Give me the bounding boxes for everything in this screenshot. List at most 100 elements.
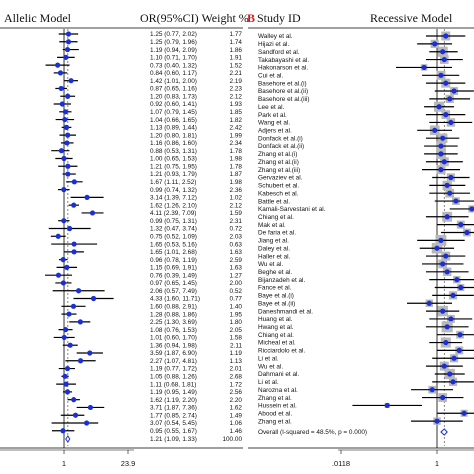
panel-b-study-label: Gervaziev et al.	[258, 175, 303, 182]
panel-a-weight-label: 2.01	[230, 366, 243, 373]
panel-a-point-marker	[71, 397, 77, 403]
panel-b-point-marker	[426, 300, 432, 306]
panel-a-point-marker	[65, 93, 71, 99]
panel-a-weight-label: 2.56	[230, 389, 243, 396]
panel-b-point-marker	[441, 159, 447, 165]
panel-a-weight-label: 1.86	[230, 47, 243, 54]
panel-b-study-label: Haller et al.	[258, 253, 291, 260]
panel-b-point-marker	[441, 56, 447, 63]
panel-a-weight-label: 2.68	[230, 374, 243, 381]
panel-b-point-marker	[434, 418, 440, 424]
panel-b-study-label: Beghe et al.	[258, 269, 292, 276]
panel-b-study-label: Dahmani et al.	[258, 371, 299, 378]
panel-a-point-marker	[59, 101, 65, 107]
panel-a-point-marker	[67, 225, 73, 232]
panel-b-point-marker	[436, 104, 442, 110]
panel-a-or-label: 1.19 (0.77, 1.72)	[150, 366, 197, 373]
panel-a-weight-label: 1.98	[230, 179, 243, 186]
panel-b-point-marker	[432, 127, 438, 133]
panel-b-study-label: Wu et al.	[258, 261, 283, 268]
panel-a-or-label: 1.21 (0.93, 1.79)	[150, 171, 197, 178]
panel-a-weight-label: 0.52	[230, 288, 243, 295]
panel-a-weight-label: 2.20	[230, 397, 243, 404]
panel-a-or-label: 1.08 (0.76, 1.53)	[150, 327, 197, 334]
panel-a-weight-label: 1.91	[230, 55, 243, 62]
panel-b-point-marker	[444, 182, 450, 188]
panel-b: Walley et al.Hijazi et al.Sandford et al…	[248, 27, 474, 468]
panel-b-study-label: Micheal et al.	[258, 340, 296, 347]
panel-a-point-marker	[84, 420, 90, 426]
panel-a-or-label: 1.20 (0.80, 1.81)	[150, 132, 197, 139]
panel-b-point-marker	[458, 222, 464, 228]
panel-a-weight-label: 1.19	[230, 350, 243, 357]
panel-b-tick-label: .0118	[332, 459, 350, 468]
panel-b-point-marker	[464, 229, 470, 236]
panel-b-study-label: Donfack et al.(i)	[258, 135, 303, 142]
panel-a-point-marker	[71, 179, 77, 185]
panel-a-weight-label: 0.77	[230, 296, 243, 303]
panel-b-study-label: Park et al.	[258, 112, 287, 119]
panel-a-title: Allelic Model	[4, 11, 72, 25]
panel-b-study-label: Kamali-Sarvestani et al.	[258, 206, 326, 213]
panel-b-study-label: Wang et al.	[258, 120, 290, 127]
panel-b-study-label: Mak et al.	[258, 222, 286, 229]
panel-b-study-label: Takabayashi et al.	[258, 57, 309, 64]
panel-a-weight-label: 1.72	[230, 381, 243, 388]
panel-a-point-marker	[65, 39, 72, 45]
panel-a-point-marker	[75, 288, 82, 294]
panel-a-point-marker	[61, 334, 67, 341]
panel-b-study-label: Zhang et al.(iii)	[258, 167, 300, 174]
panel-a-or-label: 1.15 (0.69, 1.91)	[150, 265, 197, 272]
panel-b-point-marker	[448, 119, 454, 126]
panel-a-point-marker	[64, 264, 70, 270]
panel-a: 1.25 (0.77, 2.02) 1.771.25 (0.79, 1.96) 1.…	[0, 27, 243, 468]
panel-b-study-label: Abood et al.	[258, 410, 292, 417]
panel-a-weight-label: 1.27	[230, 272, 243, 279]
panel-a-weight-label: 2.11	[230, 342, 242, 349]
panel-b-study-label: Bijanzadeh et al.	[258, 277, 305, 284]
panel-a-point-marker	[64, 365, 71, 372]
panel-a-or-label: 1.05 (0.88, 1.26)	[150, 374, 197, 381]
panel-b-study-label: Basehore et al.(i)	[258, 80, 307, 87]
panel-b-tick-label: 1	[435, 459, 439, 468]
panel-b-point-marker	[441, 363, 447, 369]
panel-b-study-label: Cui et al.	[258, 73, 283, 80]
panel-b-point-marker	[454, 277, 460, 283]
panel-b-study-label: Schubert et al.	[258, 183, 299, 190]
panel-a-weight-label: 2.36	[230, 187, 243, 194]
panel-a-plot-area	[45, 29, 114, 448]
panel-b-point-marker	[457, 332, 463, 338]
panel-a-point-marker	[62, 327, 69, 333]
panel-a-point-marker	[58, 85, 64, 92]
panel-a-weight-label: 1.85	[230, 109, 243, 116]
panel-a-weight-label: 2.31	[230, 218, 243, 225]
panel-b-study-label: Li et al.	[258, 355, 279, 362]
panel-b-point-marker	[450, 379, 456, 385]
panel-b-point-marker	[453, 198, 459, 204]
panel-a-weight-label: 1.49	[230, 412, 243, 419]
panel-b-point-marker	[384, 402, 390, 409]
panel-a-point-marker	[65, 132, 71, 138]
panel-a-or-label: 0.76 (0.39, 1.49)	[150, 272, 197, 279]
panel-b-overall-label: Overall (I-squared = 48.5%, p = 0.000)	[258, 429, 367, 436]
panel-a-weight-label: 0.72	[230, 226, 243, 233]
panel-a-or-label: 1.65 (1.01, 2.68)	[150, 249, 197, 256]
panel-a-weight-label: 1.78	[230, 163, 243, 170]
panel-b-study-header: Study ID	[257, 11, 301, 25]
panel-a-weight-label: 2.59	[230, 257, 243, 264]
panel-b-point-marker	[451, 88, 457, 94]
panel-a-weight-label: 1.99	[230, 132, 243, 139]
panel-b-point-marker	[447, 96, 453, 102]
panel-a-weight-label: 2.12	[230, 93, 243, 100]
panel-b-study-label: Lee et al.	[258, 104, 285, 111]
panel-a-weight-label: 0.63	[230, 241, 243, 248]
panel-a-point-marker	[60, 280, 66, 286]
panel-b-study-label: Zhang et al.(i)	[258, 151, 297, 158]
panel-b-study-label: Li et al.	[258, 379, 279, 386]
panel-a-weight-label: 1.13	[230, 358, 243, 365]
panel-a-or-label: 4.33 (1.60, 11.71)	[150, 296, 200, 303]
panel-a-weight-label: 1.87	[230, 171, 243, 178]
panel-a-weight-label: 1.02	[230, 195, 243, 202]
panel-a-tick-label: 1	[62, 459, 66, 468]
